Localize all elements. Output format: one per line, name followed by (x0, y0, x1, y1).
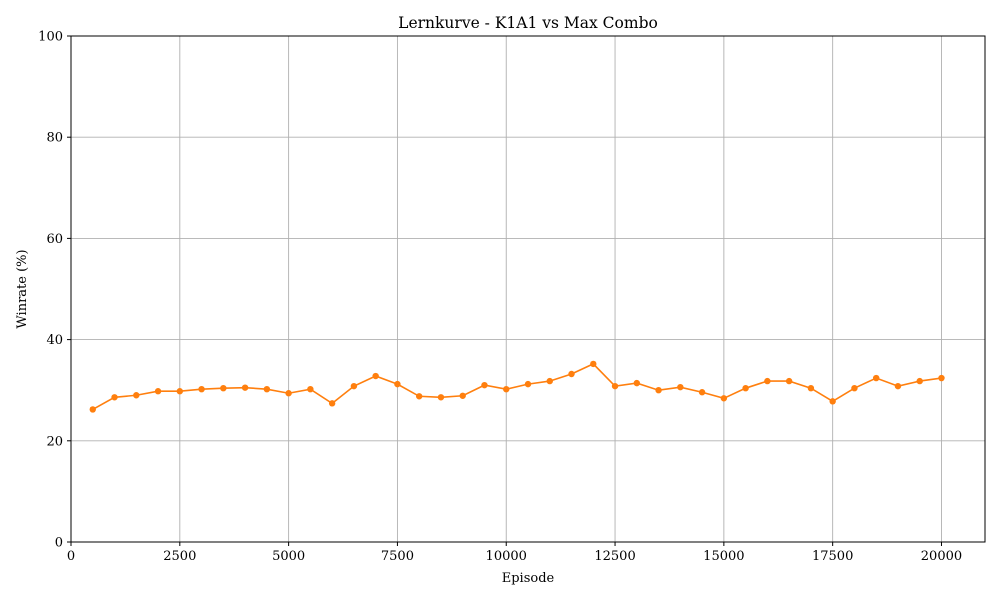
chart-title: Lernkurve - K1A1 vs Max Combo (398, 14, 658, 32)
data-point (154, 388, 162, 395)
data-point (894, 382, 902, 390)
data-point (916, 377, 923, 385)
y-tick-label: 100 (38, 30, 63, 45)
data-point (764, 377, 771, 385)
x-tick-label: 2500 (163, 549, 196, 564)
data-point (220, 384, 227, 392)
data-point (133, 392, 140, 399)
data-point (394, 380, 401, 388)
data-point (241, 384, 249, 391)
data-point (350, 382, 358, 390)
data-point (590, 360, 597, 368)
data-point (524, 380, 532, 388)
data-point (698, 389, 706, 396)
data-point (633, 379, 641, 387)
data-point (568, 370, 575, 378)
series-layer (89, 360, 945, 413)
series-line (92, 362, 942, 411)
data-point (285, 390, 292, 397)
x-axis-label: Episode (502, 571, 555, 586)
data-point (372, 372, 379, 380)
data-point (328, 400, 336, 407)
data-point (872, 374, 880, 382)
data-point (437, 394, 445, 401)
data-point (742, 384, 749, 392)
data-point (546, 377, 553, 385)
y-tick-label: 20 (46, 434, 63, 449)
x-tick-label: 12500 (594, 549, 635, 564)
grid (70, 35, 985, 543)
data-point (198, 385, 205, 393)
data-point (89, 406, 96, 413)
data-point (176, 388, 184, 395)
data-point (785, 377, 793, 385)
data-point (503, 385, 510, 393)
x-tick-label: 20000 (921, 549, 962, 564)
x-tick-label: 0 (67, 549, 75, 564)
data-point (415, 393, 423, 400)
data-point (611, 382, 619, 390)
x-tick-label: 15000 (703, 549, 744, 564)
data-point (307, 385, 314, 393)
data-point (263, 385, 271, 393)
ticks: 0 2500 5000 7500 10000 12500 15000 17500 20000 0 2… (38, 30, 962, 565)
data-point (829, 398, 836, 405)
data-point (677, 383, 684, 391)
data-point (720, 395, 728, 402)
data-point (111, 394, 118, 401)
data-point (807, 384, 815, 392)
data-point (481, 381, 488, 389)
x-tick-label: 17500 (812, 549, 853, 564)
plot-frame (70, 35, 986, 543)
data-point (938, 374, 945, 382)
data-point (655, 387, 662, 394)
y-axis-label: Winrate (%) (15, 249, 30, 328)
data-point (459, 392, 466, 399)
y-tick-label: 40 (46, 333, 63, 348)
data-point (851, 384, 858, 392)
y-tick-label: 80 (46, 131, 63, 146)
y-tick-label: 0 (55, 536, 63, 551)
x-tick-label: 10000 (486, 549, 527, 564)
x-tick-label: 5000 (272, 549, 305, 564)
y-tick-label: 60 (46, 232, 63, 247)
x-tick-label: 7500 (381, 549, 414, 564)
